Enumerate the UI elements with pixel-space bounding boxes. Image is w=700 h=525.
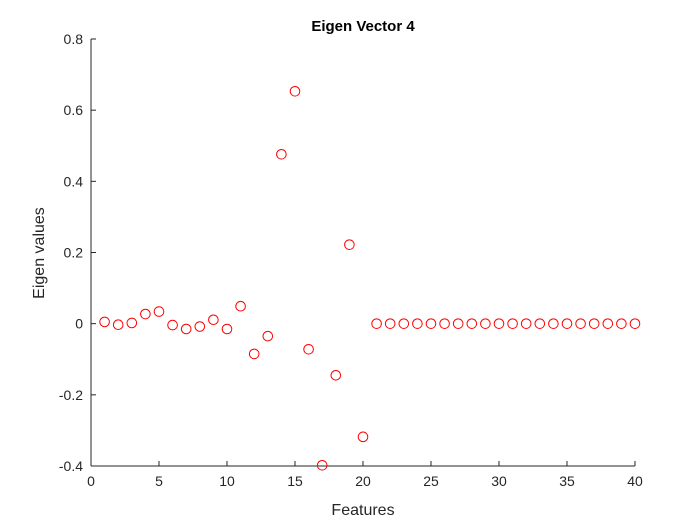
x-tick-label: 35: [559, 473, 575, 489]
data-point: [167, 319, 178, 331]
x-tick-label: 20: [355, 473, 371, 489]
y-tick-label: -0.2: [59, 387, 83, 403]
data-point: [534, 318, 546, 329]
data-point: [126, 317, 138, 329]
axes: 0 5 10 15 20 25 30 35 40 -0.4 -0.2 0 0.2 0.4 0.6 0.8: [59, 31, 643, 489]
data-point: [425, 318, 437, 329]
y-tick-label: 0.6: [64, 102, 84, 118]
y-tick-label: 0.4: [64, 173, 84, 189]
data-point: [99, 316, 110, 328]
data-point: [180, 323, 192, 335]
data-point: [194, 321, 206, 332]
data-point: [208, 314, 219, 326]
data-point: [248, 348, 260, 360]
data-point: [602, 318, 614, 329]
x-tick-label: 25: [423, 473, 439, 489]
chart-title: Eigen Vector 4: [311, 18, 415, 35]
data-point: [153, 306, 165, 317]
x-axis-label: Features: [331, 502, 394, 519]
x-tick-label: 0: [87, 473, 95, 489]
y-tick-label: 0: [75, 316, 83, 332]
data-point: [221, 323, 233, 335]
data-point: [303, 343, 314, 355]
x-tick-label: 30: [491, 473, 507, 489]
data-point: [466, 318, 478, 329]
x-tick-label: 40: [627, 473, 643, 489]
data-point: [616, 318, 627, 329]
y-tick-label: 0.2: [64, 245, 84, 261]
data-point: [507, 318, 518, 329]
y-axis-label: Eigen values: [31, 207, 48, 299]
data-point: [412, 318, 423, 329]
data-point: [575, 318, 586, 329]
data-point: [493, 318, 505, 329]
data-point: [452, 318, 464, 329]
data-points: [99, 86, 641, 471]
x-tick-label: 15: [287, 473, 303, 489]
data-point: [588, 318, 600, 329]
data-point: [561, 318, 573, 329]
data-point: [276, 148, 287, 160]
data-point: [140, 308, 151, 320]
data-point: [262, 330, 274, 342]
data-point: [398, 318, 410, 329]
data-point: [357, 431, 369, 443]
data-point: [384, 318, 396, 329]
y-tick-label: -0.4: [59, 458, 83, 474]
x-tick-label: 5: [155, 473, 163, 489]
data-point: [439, 318, 450, 329]
data-point: [520, 318, 532, 329]
data-point: [235, 300, 246, 312]
data-point: [289, 86, 301, 97]
data-point: [629, 318, 641, 329]
data-point: [316, 459, 328, 471]
data-point: [480, 318, 491, 329]
data-point: [344, 239, 355, 250]
data-point: [548, 318, 559, 329]
data-point: [330, 369, 342, 381]
y-tick-label: 0.8: [64, 31, 84, 47]
plot-area: [91, 39, 635, 466]
data-point: [371, 318, 382, 329]
x-tick-label: 10: [219, 473, 235, 489]
data-point: [112, 319, 124, 331]
